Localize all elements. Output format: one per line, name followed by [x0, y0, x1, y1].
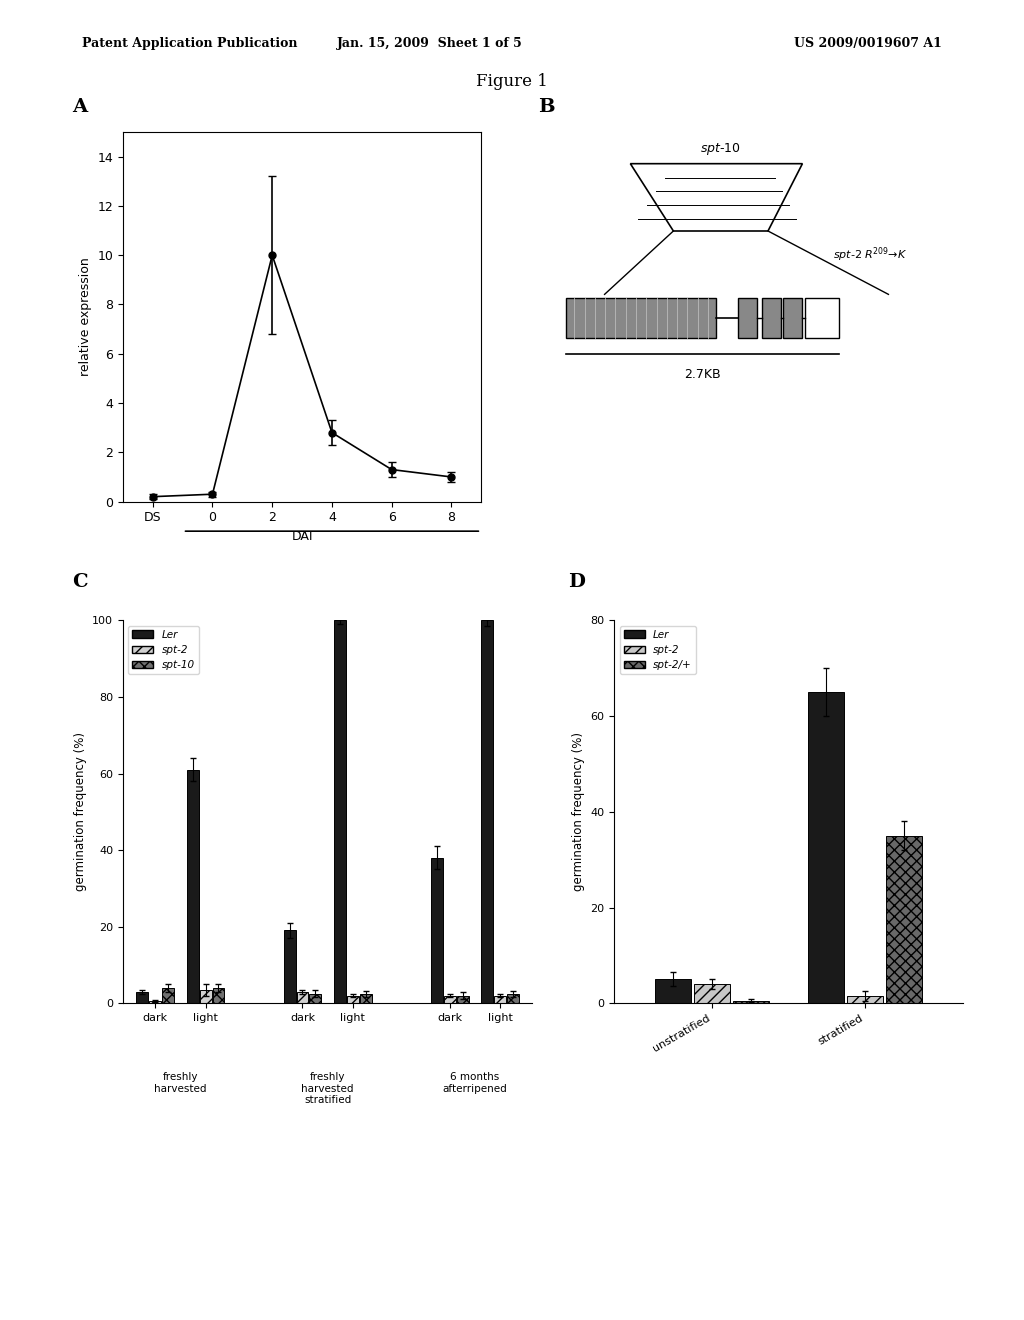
Bar [309, 994, 322, 1003]
Bar [431, 858, 442, 1003]
Polygon shape [631, 164, 803, 231]
Text: Figure 1: Figure 1 [476, 73, 548, 90]
Bar [186, 770, 199, 1003]
Y-axis label: germination frequency (%): germination frequency (%) [74, 733, 87, 891]
Bar [162, 987, 174, 1003]
Bar [762, 298, 781, 338]
Bar [200, 990, 212, 1003]
Bar [150, 1002, 161, 1003]
Bar [808, 692, 844, 1003]
Bar [136, 991, 148, 1003]
Bar [457, 995, 469, 1003]
Bar [805, 298, 839, 338]
Y-axis label: germination frequency (%): germination frequency (%) [572, 733, 585, 891]
Text: 6 months
afterripened: 6 months afterripened [442, 1072, 507, 1094]
Legend: Ler, spt-2, spt-10: Ler, spt-2, spt-10 [128, 626, 199, 675]
Bar [495, 995, 506, 1003]
Text: B: B [538, 98, 554, 116]
Text: $spt$-$10$: $spt$-$10$ [700, 141, 741, 157]
Bar [783, 298, 803, 338]
Text: Jan. 15, 2009  Sheet 1 of 5: Jan. 15, 2009 Sheet 1 of 5 [337, 37, 523, 50]
Bar [334, 620, 346, 1003]
Bar [284, 931, 296, 1003]
Bar [886, 836, 922, 1003]
Text: 2.7KB: 2.7KB [684, 367, 721, 380]
Bar [297, 991, 308, 1003]
Text: freshly
harvested
stratified: freshly harvested stratified [301, 1072, 354, 1105]
Bar [359, 994, 372, 1003]
Bar [481, 620, 494, 1003]
Text: A: A [72, 98, 87, 116]
Text: C: C [72, 573, 87, 591]
Text: Patent Application Publication: Patent Application Publication [82, 37, 297, 50]
Bar [733, 1001, 769, 1003]
Bar [507, 994, 519, 1003]
Bar [443, 995, 456, 1003]
Y-axis label: relative expression: relative expression [79, 257, 92, 376]
Text: US 2009/0019607 A1: US 2009/0019607 A1 [795, 37, 942, 50]
Bar [347, 995, 358, 1003]
Bar [213, 987, 224, 1003]
Text: D: D [568, 573, 586, 591]
Bar [738, 298, 758, 338]
Bar [847, 997, 883, 1003]
Bar [655, 979, 691, 1003]
X-axis label: DAI: DAI [292, 529, 312, 543]
Legend: Ler, spt-2, spt-2/+: Ler, spt-2, spt-2/+ [620, 626, 696, 675]
Text: freshly
harvested: freshly harvested [155, 1072, 207, 1094]
Bar [694, 985, 730, 1003]
Bar [566, 298, 717, 338]
Text: $spt$-$2$ R$^{209}$→K: $spt$-$2$ R$^{209}$→K [833, 246, 906, 264]
